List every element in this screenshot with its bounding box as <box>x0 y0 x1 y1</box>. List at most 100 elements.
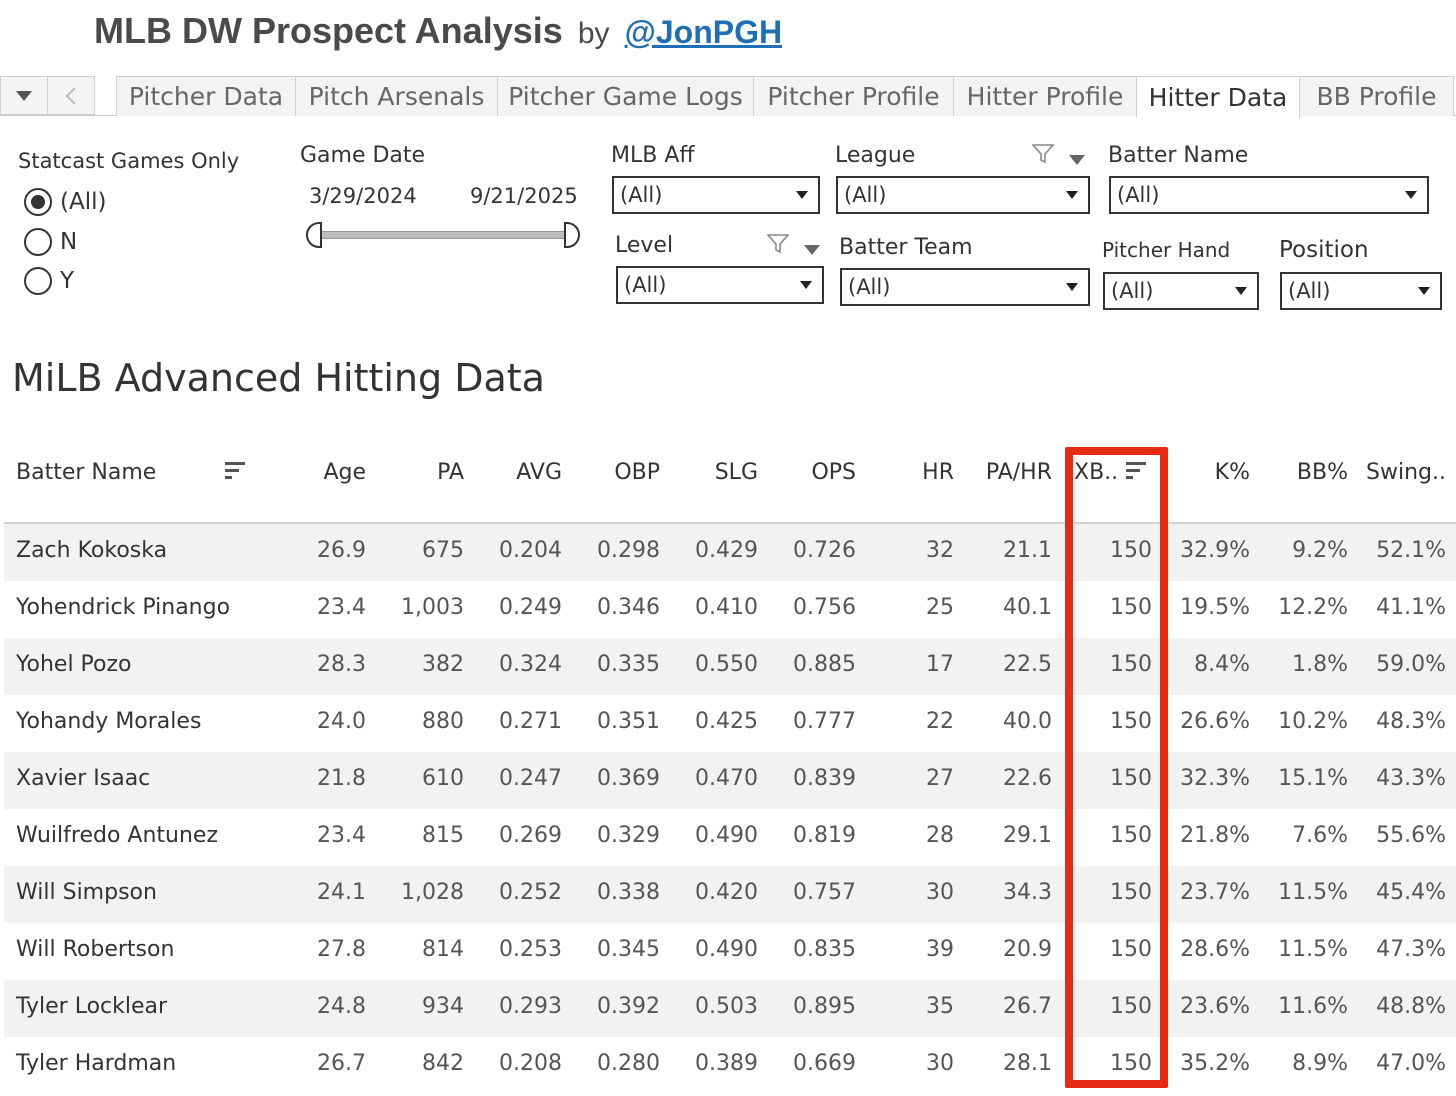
tab-hitter-data[interactable]: Hitter Data <box>1136 76 1300 117</box>
cell-pa-hr: 29.1 <box>1003 823 1052 848</box>
cell-swing: 47.0% <box>1376 1051 1446 1076</box>
table-row[interactable]: Zach Kokoska 26.9 675 0.204 0.298 0.429 0.726 3… <box>4 524 1456 581</box>
column-header-obp[interactable]: OBP <box>614 460 660 485</box>
table-row[interactable]: Yohel Pozo 28.3 382 0.324 0.335 0.550 0.885 17 2… <box>4 638 1456 695</box>
filter-icon[interactable] <box>766 234 790 258</box>
cell-pa: 934 <box>422 994 464 1019</box>
cell-slg: 0.410 <box>695 595 758 620</box>
cell-k-pct: 32.9% <box>1180 538 1250 563</box>
cell-swing: 45.4% <box>1376 880 1446 905</box>
author-link[interactable]: @JonPGH <box>624 14 783 50</box>
table-body: Zach Kokoska 26.9 675 0.204 0.298 0.429 0.726 3… <box>4 524 1456 1094</box>
cell-pa: 842 <box>422 1051 464 1076</box>
position-dropdown[interactable]: (All) <box>1280 272 1442 310</box>
cell-xb: 150 <box>1110 652 1152 677</box>
filter-icon[interactable] <box>1031 144 1055 168</box>
statcast-option-all[interactable]: (All) <box>24 188 106 216</box>
column-header-age[interactable]: Age <box>323 460 366 485</box>
tab-pitch-arsenals[interactable]: Pitch Arsenals <box>295 76 498 116</box>
filter-menu-caret-icon[interactable] <box>804 240 820 259</box>
table-row[interactable]: Yohandy Morales 24.0 880 0.271 0.351 0.425 0.7… <box>4 695 1456 752</box>
cell-pa: 1,028 <box>401 880 464 905</box>
column-header-pa[interactable]: PA <box>437 460 464 485</box>
cell-pa: 880 <box>422 709 464 734</box>
tab-pitcher-game-logs[interactable]: Pitcher Game Logs <box>497 76 754 116</box>
column-header-avg[interactable]: AVG <box>516 460 562 485</box>
mlb-aff-label: MLB Aff <box>611 143 695 168</box>
tab-label: Pitcher Data <box>128 82 284 111</box>
cell-pa-hr: 22.5 <box>1003 652 1052 677</box>
cell-slg: 0.490 <box>695 823 758 848</box>
cell-hr: 32 <box>926 538 954 563</box>
column-header-pa-hr[interactable]: PA/HR <box>985 460 1052 485</box>
tab-menu-button[interactable] <box>0 76 48 115</box>
hitting-data-table: Batter Name Age PA AVG OBP SLG OPS HR PA… <box>4 440 1456 1094</box>
table-row[interactable]: Yohendrick Pinango 23.4 1,003 0.249 0.346 0.4… <box>4 581 1456 638</box>
cell-ops: 0.885 <box>793 652 856 677</box>
league-dropdown[interactable]: (All) <box>836 176 1090 214</box>
cell-k-pct: 21.8% <box>1180 823 1250 848</box>
dropdown-value: (All) <box>1117 183 1160 207</box>
cell-swing: 52.1% <box>1376 538 1446 563</box>
column-header-bb-pct[interactable]: BB% <box>1296 460 1348 485</box>
batter-team-dropdown[interactable]: (All) <box>840 268 1090 306</box>
batter-name-dropdown[interactable]: (All) <box>1109 176 1429 214</box>
sort-icon[interactable] <box>1126 460 1148 486</box>
tab-scroll-left-button[interactable] <box>47 76 95 115</box>
game-date-end-handle[interactable] <box>564 222 580 248</box>
cell-avg: 0.269 <box>499 823 562 848</box>
cell-ops: 0.669 <box>793 1051 856 1076</box>
batter-team-label: Batter Team <box>839 235 973 260</box>
mlb-aff-dropdown[interactable]: (All) <box>612 176 820 214</box>
filter-menu-caret-icon[interactable] <box>1069 150 1085 169</box>
caret-down-icon <box>1066 191 1078 199</box>
cell-hr: 17 <box>926 652 954 677</box>
table-row[interactable]: Will Simpson 24.1 1,028 0.252 0.338 0.420 0.75… <box>4 866 1456 923</box>
cell-xb: 150 <box>1110 937 1152 962</box>
pitcher-hand-dropdown[interactable]: (All) <box>1103 272 1259 310</box>
radio-unselected-icon <box>24 228 52 256</box>
game-date-slider-track[interactable] <box>318 231 568 239</box>
sort-icon[interactable] <box>225 460 247 486</box>
cell-hr: 39 <box>926 937 954 962</box>
tab-bb-profile[interactable]: BB Profile <box>1299 76 1454 116</box>
cell-bb-pct: 9.2% <box>1292 538 1348 563</box>
table-row[interactable]: Wuilfredo Antunez 23.4 815 0.269 0.329 0.490 0… <box>4 809 1456 866</box>
position-label: Position <box>1279 237 1369 263</box>
tab-hitter-profile[interactable]: Hitter Profile <box>953 76 1137 116</box>
tab-pitcher-profile[interactable]: Pitcher Profile <box>753 76 954 116</box>
statcast-option-y[interactable]: Y <box>24 267 74 295</box>
game-date-start: 3/29/2024 <box>309 184 417 208</box>
game-date-end: 9/21/2025 <box>470 184 578 208</box>
cell-xb: 150 <box>1110 766 1152 791</box>
tab-pitcher-data[interactable]: Pitcher Data <box>116 76 296 116</box>
cell-avg: 0.249 <box>499 595 562 620</box>
cell-avg: 0.271 <box>499 709 562 734</box>
cell-swing: 47.3% <box>1376 937 1446 962</box>
table-row[interactable]: Will Robertson 27.8 814 0.253 0.345 0.490 0.83… <box>4 923 1456 980</box>
column-header-swing[interactable]: Swing.. <box>1366 460 1446 485</box>
cell-hr: 25 <box>926 595 954 620</box>
column-header-slg[interactable]: SLG <box>714 460 758 485</box>
column-header-hr[interactable]: HR <box>922 460 954 485</box>
column-header-ops[interactable]: OPS <box>811 460 856 485</box>
game-date-start-handle[interactable] <box>306 222 322 248</box>
table-row[interactable]: Tyler Locklear 24.8 934 0.293 0.392 0.503 0.89… <box>4 980 1456 1037</box>
table-row[interactable]: Xavier Isaac 21.8 610 0.247 0.369 0.470 0.839 2… <box>4 752 1456 809</box>
radio-selected-icon <box>24 188 52 216</box>
league-label: League <box>835 143 916 168</box>
level-label: Level <box>615 233 674 258</box>
table-row[interactable]: Tyler Hardman 26.7 842 0.208 0.280 0.389 0.669… <box>4 1037 1456 1094</box>
cell-avg: 0.324 <box>499 652 562 677</box>
cell-xb: 150 <box>1110 880 1152 905</box>
column-header-xb[interactable]: XB.. <box>1074 460 1119 485</box>
column-header-k-pct[interactable]: K% <box>1214 460 1250 485</box>
column-header-batter-name[interactable]: Batter Name <box>16 460 157 485</box>
table-header: Batter Name Age PA AVG OBP SLG OPS HR PA… <box>4 440 1456 524</box>
cell-bb-pct: 11.5% <box>1278 937 1348 962</box>
cell-k-pct: 8.4% <box>1194 652 1250 677</box>
level-dropdown[interactable]: (All) <box>616 266 824 304</box>
dropdown-value: (All) <box>1111 279 1154 303</box>
statcast-option-n[interactable]: N <box>24 228 77 256</box>
cell-pa-hr: 28.1 <box>1003 1051 1052 1076</box>
